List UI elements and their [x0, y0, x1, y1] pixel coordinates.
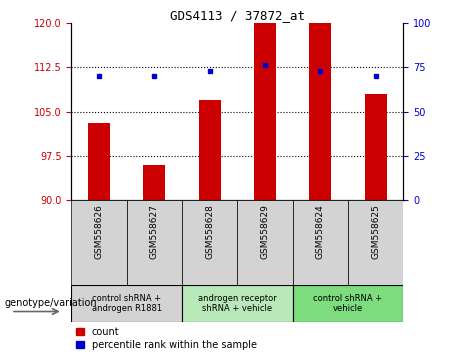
Text: GSM558627: GSM558627 [150, 204, 159, 259]
Text: GSM558629: GSM558629 [260, 204, 270, 259]
Bar [143, 165, 165, 200]
FancyBboxPatch shape [71, 285, 182, 322]
Bar [199, 100, 221, 200]
Legend: count, percentile rank within the sample: count, percentile rank within the sample [77, 327, 257, 350]
FancyBboxPatch shape [293, 200, 348, 285]
Text: control shRNA +
androgen R1881: control shRNA + androgen R1881 [92, 294, 162, 313]
FancyBboxPatch shape [348, 200, 403, 285]
FancyBboxPatch shape [237, 200, 293, 285]
FancyBboxPatch shape [71, 200, 127, 285]
FancyBboxPatch shape [293, 285, 403, 322]
Text: GSM558624: GSM558624 [316, 204, 325, 259]
FancyBboxPatch shape [127, 200, 182, 285]
Text: control shRNA +
vehicle: control shRNA + vehicle [313, 294, 383, 313]
Text: GSM558628: GSM558628 [205, 204, 214, 259]
FancyBboxPatch shape [182, 200, 237, 285]
Bar [88, 123, 110, 200]
Text: GSM558626: GSM558626 [95, 204, 104, 259]
Title: GDS4113 / 37872_at: GDS4113 / 37872_at [170, 9, 305, 22]
Bar [309, 23, 331, 200]
Text: androgen receptor
shRNA + vehicle: androgen receptor shRNA + vehicle [198, 294, 277, 313]
Text: genotype/variation: genotype/variation [5, 298, 97, 308]
Bar [365, 94, 387, 200]
Text: GSM558625: GSM558625 [371, 204, 380, 259]
FancyBboxPatch shape [182, 285, 293, 322]
Bar [254, 23, 276, 200]
